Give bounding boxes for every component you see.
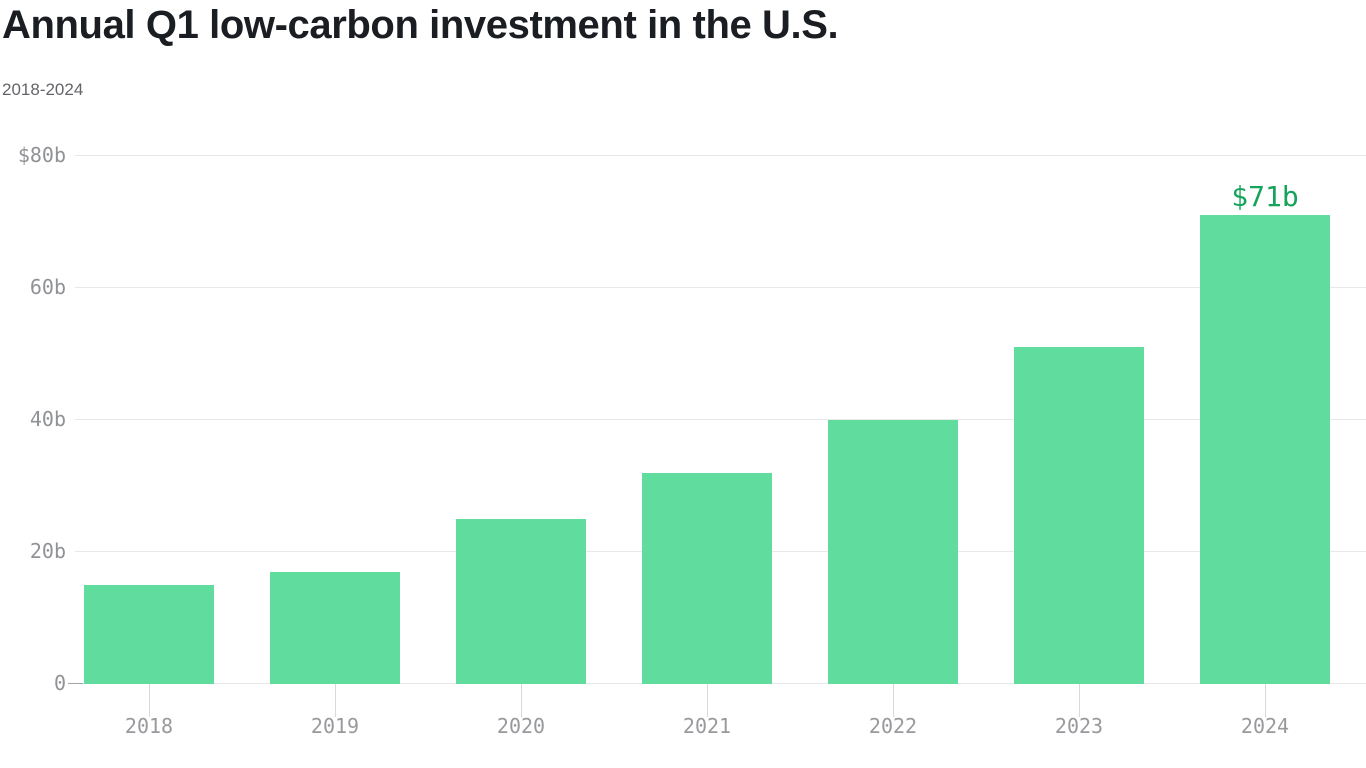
- bar-2020: [456, 519, 586, 684]
- x-axis-tick: [335, 684, 336, 717]
- bar-2023: [1014, 347, 1144, 684]
- x-tick-label-2022: 2022: [868, 714, 918, 738]
- bar-2022: [828, 420, 958, 684]
- y-tick-label: 60b: [29, 275, 66, 299]
- x-axis-tick: [893, 684, 894, 717]
- bar-value-label-2024: $71b: [1231, 180, 1299, 214]
- bar-2019: [270, 571, 400, 684]
- bar-2018: [84, 585, 214, 684]
- x-axis-tick: [1079, 684, 1080, 717]
- y-tick-label: 20b: [29, 539, 66, 563]
- bar-2021: [642, 472, 772, 684]
- gridline: [75, 155, 1366, 156]
- gridline: [75, 419, 1366, 420]
- x-axis-tick: [1265, 684, 1266, 717]
- zero-tick-mark: [68, 683, 83, 684]
- x-tick-label-2019: 2019: [310, 714, 360, 738]
- y-tick-label: 40b: [29, 407, 66, 431]
- x-axis-tick: [149, 684, 150, 717]
- x-tick-label-2018: 2018: [124, 714, 174, 738]
- x-tick-label-2024: 2024: [1240, 714, 1290, 738]
- y-tick-label: $80b: [17, 143, 66, 167]
- x-tick-label-2023: 2023: [1054, 714, 1104, 738]
- x-axis-tick: [521, 684, 522, 717]
- x-axis-tick: [707, 684, 708, 717]
- chart-subtitle: 2018-2024: [2, 80, 84, 99]
- bar-2024: [1200, 215, 1330, 684]
- gridline: [75, 287, 1366, 288]
- chart-title: Annual Q1 low-carbon investment in the U…: [2, 3, 839, 47]
- x-tick-label-2020: 2020: [496, 714, 546, 738]
- y-tick-label: 0: [53, 671, 66, 695]
- x-tick-label-2021: 2021: [682, 714, 732, 738]
